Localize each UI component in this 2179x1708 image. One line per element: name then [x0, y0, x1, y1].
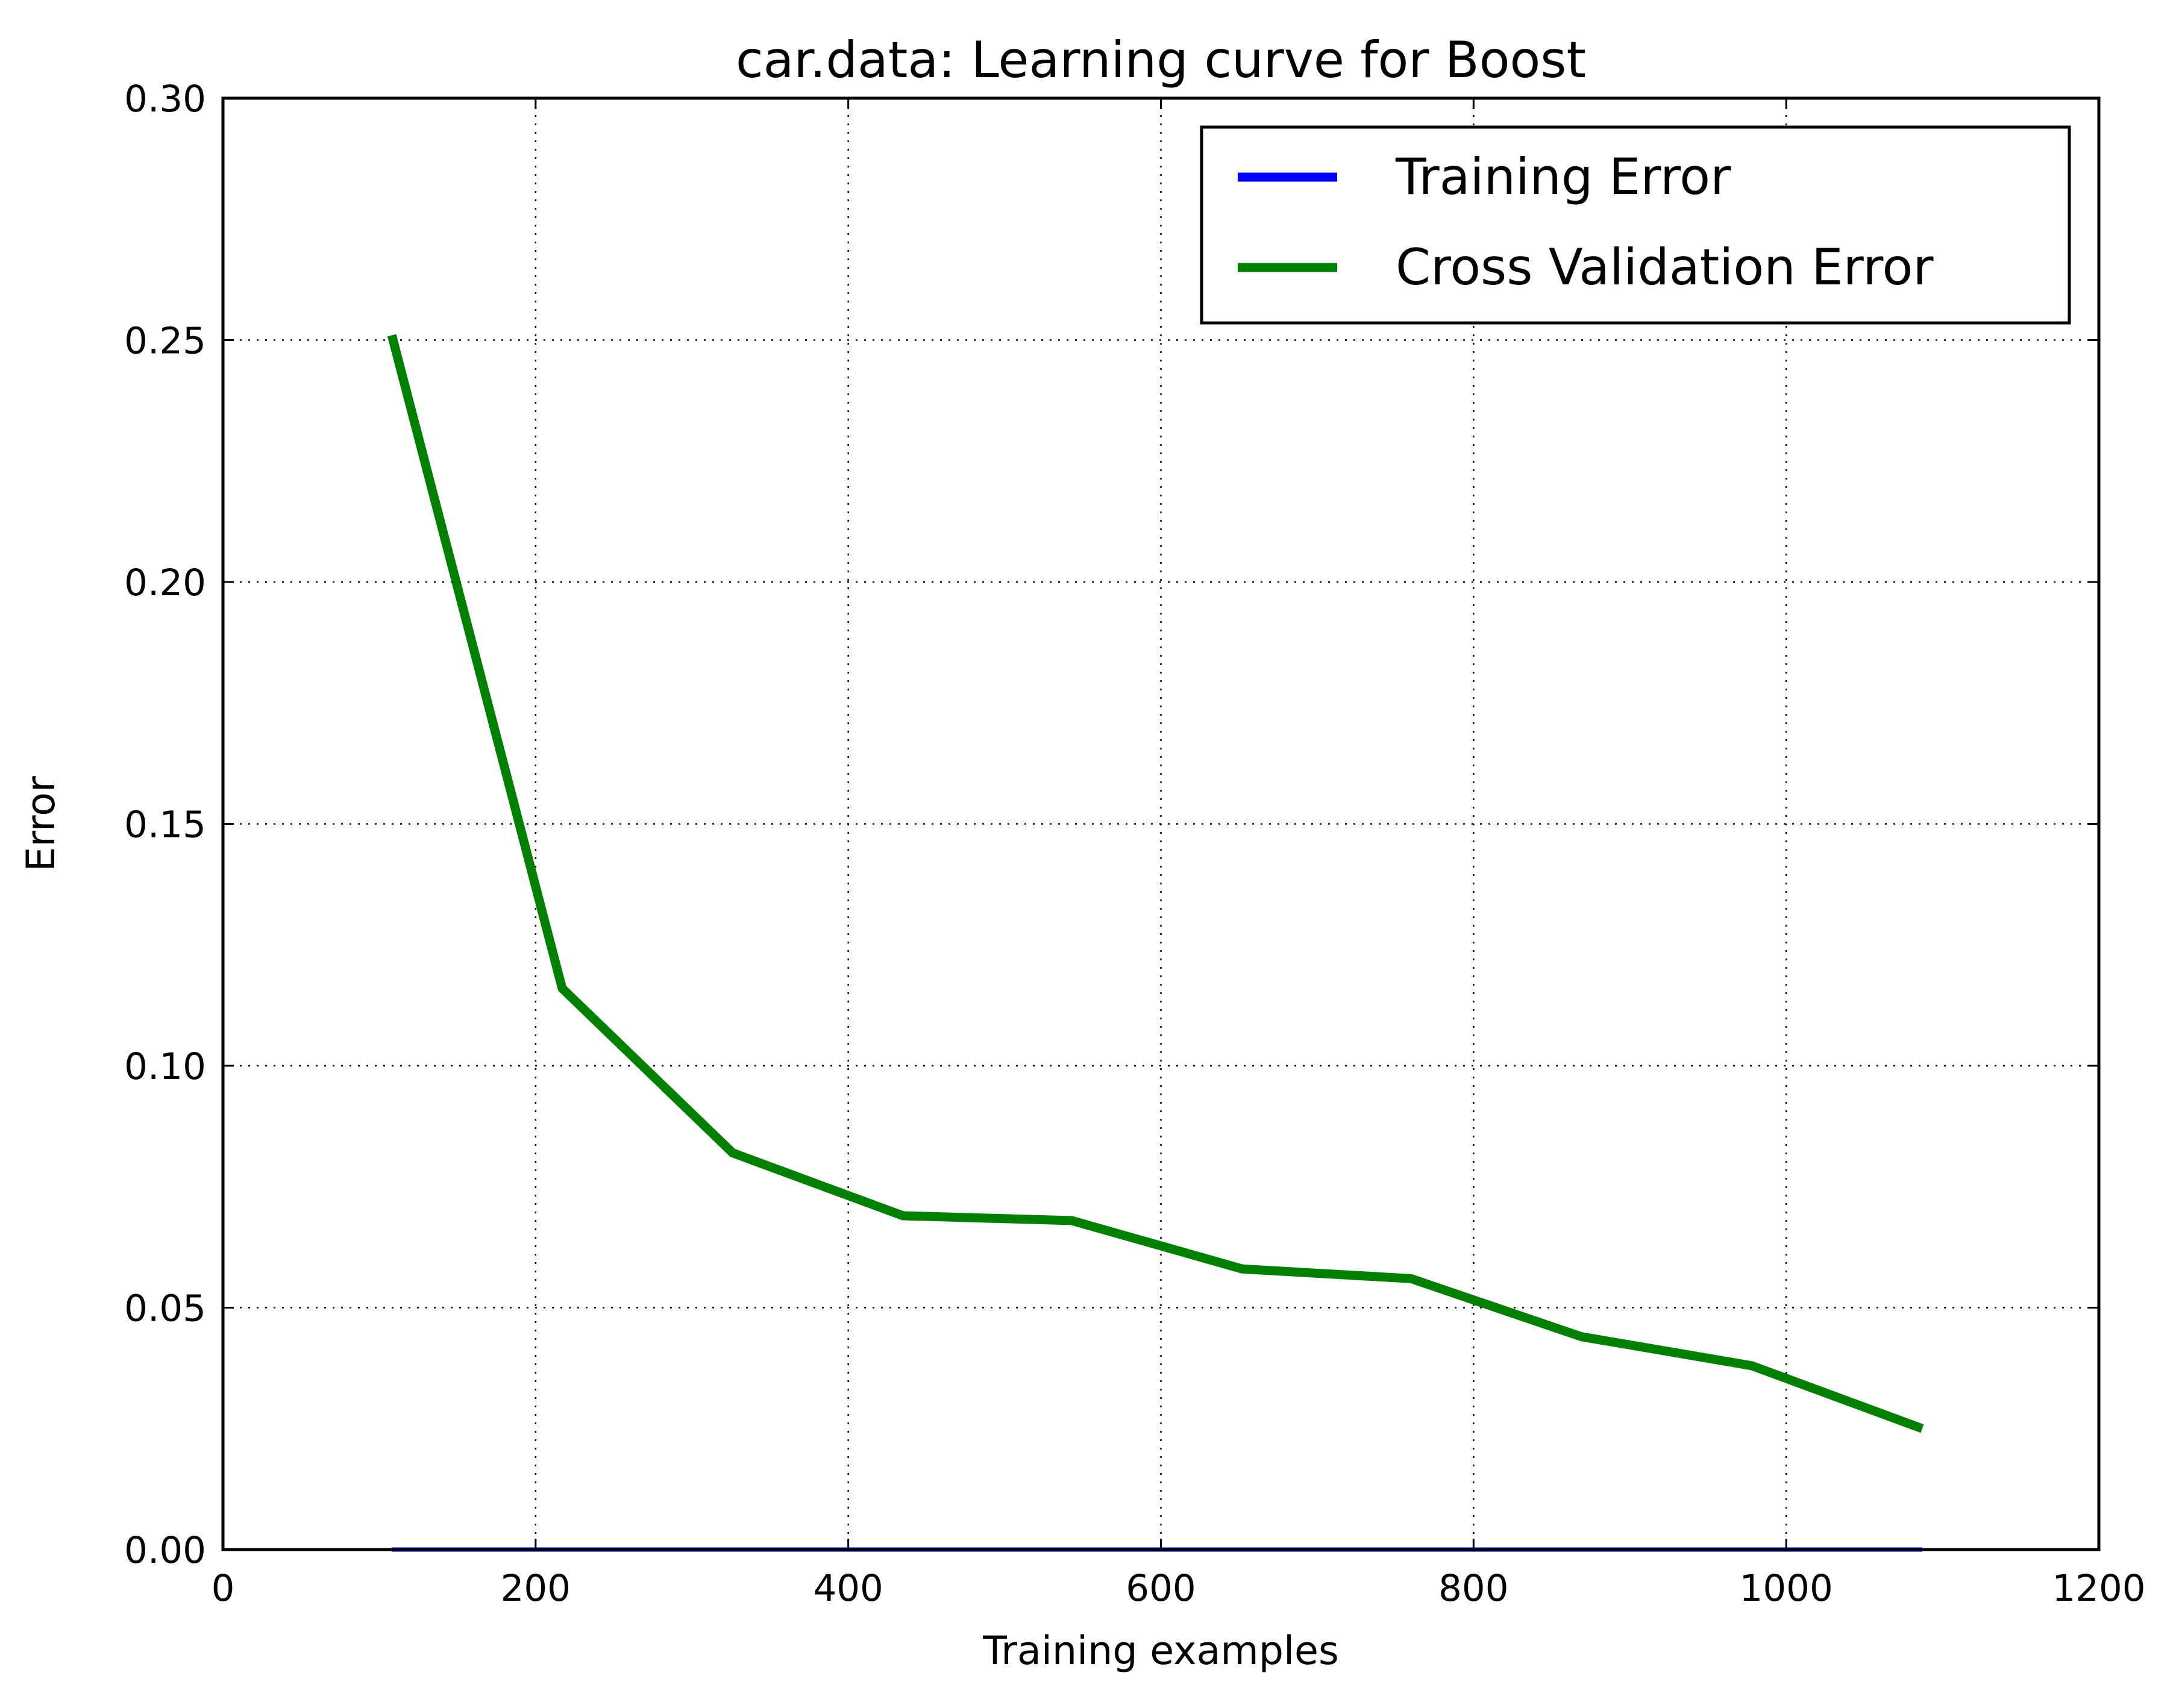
x-tick-label: 200	[501, 1567, 571, 1610]
legend-label-training-error: Training Error	[1395, 148, 1731, 206]
x-axis-title: Training examples	[982, 1628, 1339, 1674]
x-tick-label: 600	[1126, 1567, 1196, 1610]
x-tick-label: 1200	[2052, 1567, 2145, 1610]
y-tick-label: 0.15	[124, 804, 206, 846]
legend: Training Error Cross Validation Error	[1200, 125, 2071, 325]
cross-validation-error-point	[1581, 1336, 1582, 1337]
cross-validation-error-point	[1071, 1220, 1073, 1221]
chart-title: car.data: Learning curve for Boost	[736, 31, 1586, 89]
x-tick-label: 0	[212, 1567, 235, 1610]
y-tick-label: 0.05	[124, 1287, 206, 1330]
legend-label-cross-validation-error: Cross Validation Error	[1396, 238, 1934, 296]
cross-validation-error-line	[387, 334, 1924, 1433]
y-axis-title: Error	[19, 776, 64, 872]
y-tick-label: 0.25	[124, 320, 206, 363]
x-tick-label: 1000	[1740, 1567, 1833, 1610]
y-tick-label: 0.20	[124, 562, 206, 604]
grid	[223, 98, 2099, 1550]
y-tick-label: 0.10	[124, 1045, 206, 1088]
y-tick-label: 0.00	[124, 1529, 206, 1572]
x-tick-label: 400	[813, 1567, 883, 1610]
ticks: 0 200 400 600 800 1000 1200 0.00 0.05 0.10 0.15 0.2…	[124, 78, 2145, 1610]
x-tick-label: 800	[1438, 1567, 1508, 1610]
legend-box	[1200, 125, 2071, 325]
y-tick-label: 0.30	[124, 78, 206, 120]
